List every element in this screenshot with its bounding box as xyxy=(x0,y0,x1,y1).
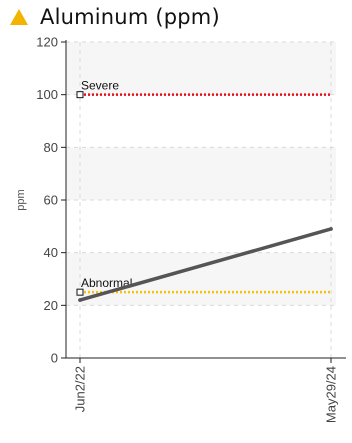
y-tick-label: 100 xyxy=(36,87,58,102)
y-axis-ticks: 0 20 40 60 80 100 120 xyxy=(36,35,66,366)
x-axis-ticks: Jun2/22 May29/24 xyxy=(73,358,339,423)
x-tick-label: Jun2/22 xyxy=(73,366,88,412)
series-line xyxy=(78,227,333,302)
limit-marker xyxy=(76,91,84,99)
limit-lines: Severe Abnormal xyxy=(76,79,331,296)
series-point xyxy=(329,227,333,231)
grid-lines xyxy=(66,41,336,358)
y-tick-label: 120 xyxy=(36,35,58,50)
y-tick-label: 0 xyxy=(51,351,58,366)
warning-triangle-shape xyxy=(10,9,28,25)
y-tick-label: 20 xyxy=(44,298,58,313)
warning-triangle-icon xyxy=(10,9,28,25)
data-series xyxy=(78,227,333,302)
limit-marker xyxy=(76,288,84,296)
series-point xyxy=(78,298,82,302)
plot-band xyxy=(66,42,336,95)
y-tick-label: 80 xyxy=(44,140,58,155)
y-tick-label: 40 xyxy=(44,245,58,260)
y-axis-label: ppm xyxy=(15,189,27,210)
plot-band xyxy=(66,252,336,306)
y-tick-label: 60 xyxy=(44,193,58,208)
limit-label: Abnormal xyxy=(81,276,132,290)
plot-band xyxy=(66,147,336,200)
chart-header: Aluminum (ppm) xyxy=(8,2,220,32)
plot-background-bands xyxy=(66,42,336,306)
limit-label: Severe xyxy=(81,79,119,93)
x-tick-label: May29/24 xyxy=(324,366,339,423)
y-axis-label-group: ppm xyxy=(15,189,27,210)
chart-title: Aluminum (ppm) xyxy=(40,5,220,29)
